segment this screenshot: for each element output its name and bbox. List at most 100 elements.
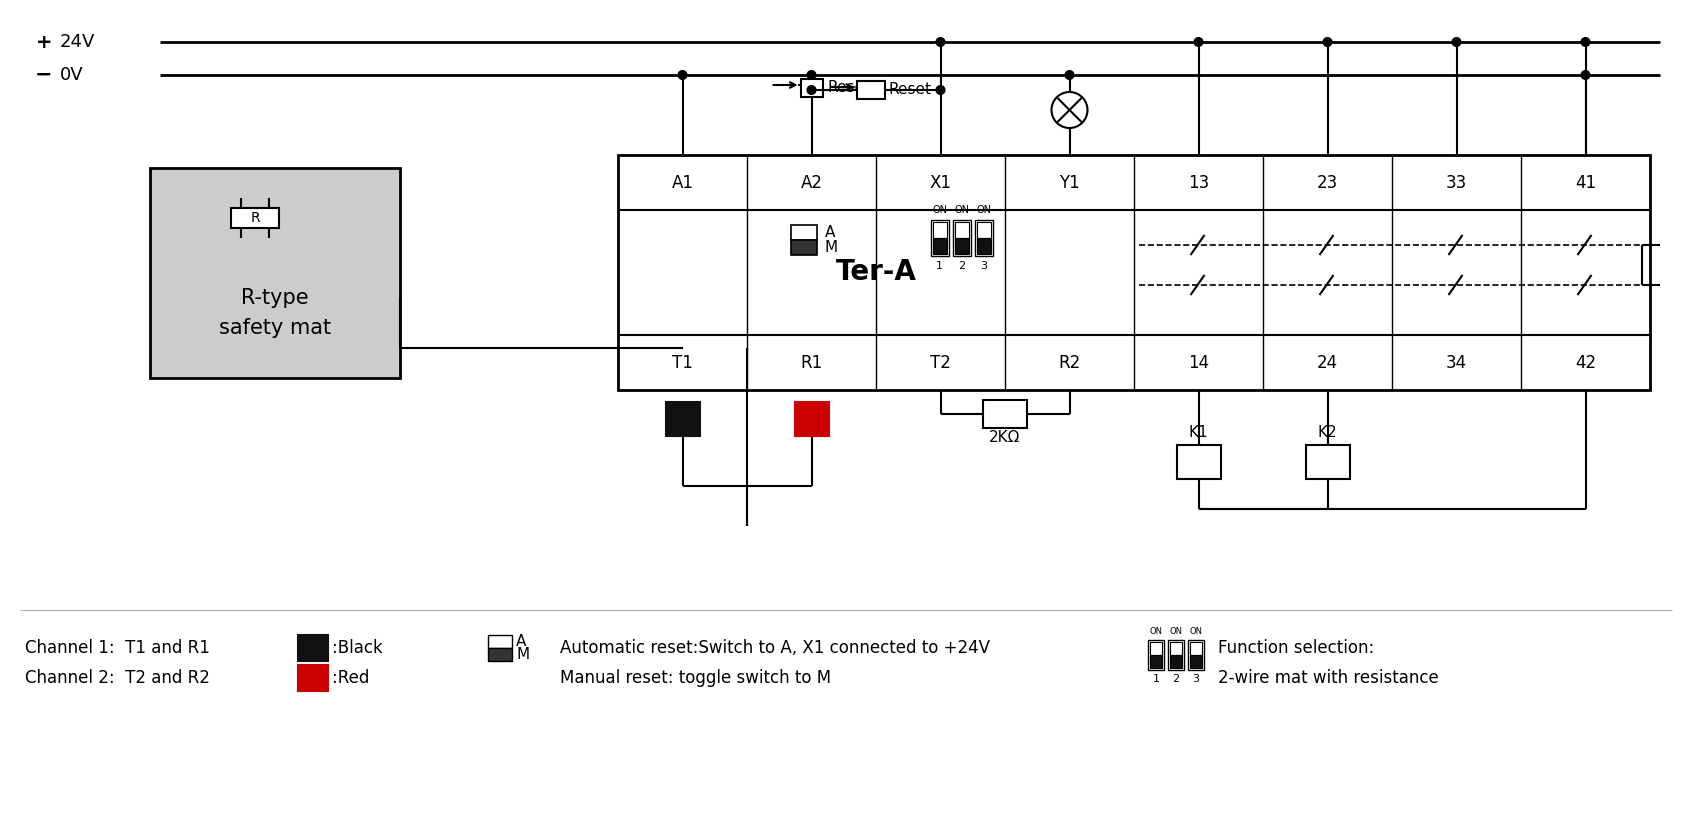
Bar — [795, 402, 829, 436]
Text: 41: 41 — [1575, 174, 1596, 192]
Bar — [932, 238, 946, 254]
Text: B: B — [306, 639, 320, 657]
Text: Channel 1:  T1 and R1: Channel 1: T1 and R1 — [25, 639, 210, 657]
Text: 42: 42 — [1575, 354, 1596, 371]
Bar — [1189, 655, 1201, 668]
Text: A: A — [824, 225, 834, 240]
Bar — [790, 225, 817, 240]
Circle shape — [1452, 38, 1460, 46]
Bar — [1176, 445, 1220, 479]
Bar — [976, 238, 990, 254]
Text: Function selection:: Function selection: — [1218, 639, 1374, 657]
Text: 3: 3 — [980, 261, 986, 271]
Bar — [953, 220, 971, 256]
Bar — [1188, 640, 1205, 670]
Bar — [800, 79, 822, 97]
Text: ON: ON — [1149, 627, 1162, 636]
Text: R: R — [250, 211, 261, 225]
Bar — [1167, 640, 1184, 670]
Text: ON: ON — [1189, 627, 1203, 636]
Text: 2KΩ: 2KΩ — [990, 430, 1020, 445]
Text: 24: 24 — [1316, 354, 1338, 371]
Text: 2: 2 — [1173, 674, 1179, 684]
Circle shape — [1582, 38, 1589, 46]
Text: 33: 33 — [1447, 174, 1467, 192]
Bar — [858, 81, 885, 99]
Bar — [975, 220, 993, 256]
Text: :Black: :Black — [332, 639, 382, 657]
Text: Channel 2:  T2 and R2: Channel 2: T2 and R2 — [25, 669, 210, 687]
Circle shape — [1195, 38, 1203, 46]
Bar — [983, 400, 1027, 428]
Text: 2-wire mat with resistance: 2-wire mat with resistance — [1218, 669, 1438, 687]
Text: 14: 14 — [1188, 354, 1210, 371]
Bar — [1169, 642, 1183, 655]
Text: 1: 1 — [936, 261, 942, 271]
Bar — [618, 155, 1650, 390]
Bar — [665, 402, 699, 436]
Circle shape — [1323, 38, 1332, 46]
Bar — [1147, 640, 1164, 670]
Text: 23: 23 — [1316, 174, 1338, 192]
Text: 24V: 24V — [59, 33, 95, 51]
Bar — [232, 208, 279, 228]
Text: 2: 2 — [958, 261, 964, 271]
Text: safety mat: safety mat — [218, 318, 332, 338]
Text: 34: 34 — [1447, 354, 1467, 371]
Text: 0V: 0V — [59, 66, 83, 84]
Text: Reset: Reset — [888, 82, 931, 97]
Text: M: M — [824, 240, 838, 255]
Bar — [790, 240, 817, 255]
Text: M: M — [516, 647, 530, 662]
Circle shape — [1582, 71, 1589, 79]
Text: R-type: R-type — [242, 288, 310, 308]
Circle shape — [936, 86, 944, 94]
Text: :Red: :Red — [332, 669, 369, 687]
Text: R: R — [804, 409, 819, 428]
Text: 13: 13 — [1188, 174, 1210, 192]
Circle shape — [678, 71, 687, 79]
Bar — [487, 635, 513, 648]
Text: ON: ON — [976, 205, 992, 215]
Bar — [1189, 642, 1201, 655]
Bar — [298, 665, 328, 691]
Text: A: A — [516, 634, 526, 649]
Text: Reset: Reset — [827, 81, 870, 96]
Bar — [1151, 642, 1162, 655]
Bar — [1169, 655, 1183, 668]
Text: R: R — [306, 669, 320, 687]
Text: 3: 3 — [1193, 674, 1200, 684]
Text: +: + — [36, 33, 52, 51]
Bar — [954, 238, 968, 254]
Circle shape — [807, 71, 816, 79]
Text: T2: T2 — [931, 354, 951, 371]
Text: A2: A2 — [800, 174, 822, 192]
Text: K2: K2 — [1318, 425, 1337, 440]
Text: K1: K1 — [1189, 425, 1208, 440]
Circle shape — [807, 86, 816, 94]
Bar — [932, 222, 946, 238]
Text: ON: ON — [954, 205, 970, 215]
Text: 1: 1 — [1152, 674, 1159, 684]
Text: −: − — [34, 65, 52, 85]
Bar — [1151, 655, 1162, 668]
Text: Y1: Y1 — [1059, 174, 1079, 192]
Text: Automatic reset:Switch to A, X1 connected to +24V: Automatic reset:Switch to A, X1 connecte… — [560, 639, 990, 657]
Text: R1: R1 — [800, 354, 822, 371]
Bar — [1306, 445, 1350, 479]
Bar — [151, 168, 399, 378]
Text: B: B — [675, 409, 690, 428]
Bar — [298, 635, 328, 661]
Bar — [976, 222, 990, 238]
Circle shape — [1051, 92, 1088, 128]
Text: ON: ON — [1169, 627, 1183, 636]
Bar — [487, 648, 513, 661]
Circle shape — [936, 38, 944, 46]
Text: A1: A1 — [672, 174, 694, 192]
Bar — [931, 220, 949, 256]
Text: R2: R2 — [1059, 354, 1081, 371]
Text: Ter-A: Ter-A — [836, 259, 917, 286]
Text: T1: T1 — [672, 354, 694, 371]
Text: ON: ON — [932, 205, 948, 215]
Circle shape — [1066, 71, 1073, 79]
